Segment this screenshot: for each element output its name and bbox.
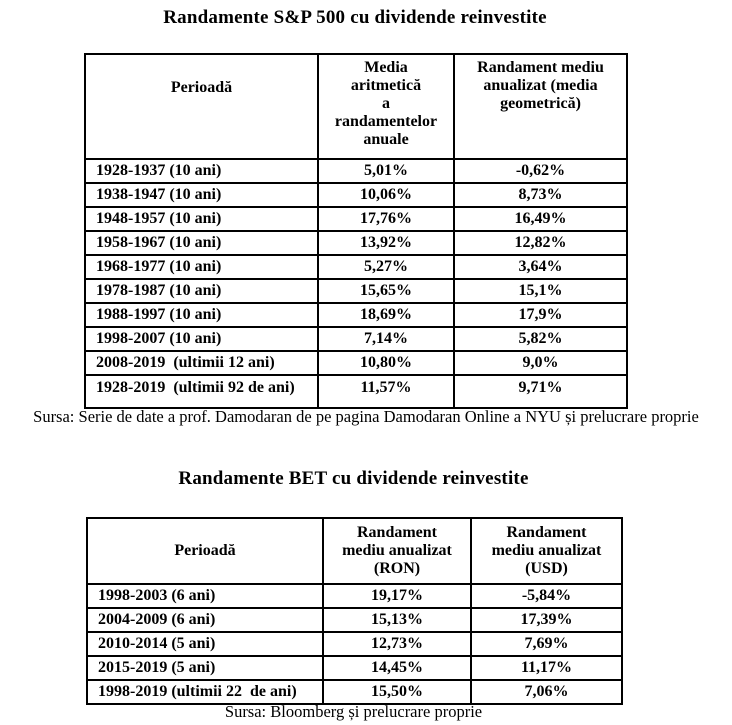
table-row: 1978-1987 (10 ani) 15,65% 15,1%: [84, 278, 628, 304]
sp500-header-period: Perioadă: [84, 53, 319, 160]
arithmetic-value-cell: 11,57%: [317, 374, 455, 409]
period-cell: 2004-2009 (6 ani): [86, 607, 324, 633]
sp500-table-title: Randamente S&P 500 cu dividende reinvest…: [163, 7, 547, 28]
arithmetic-value-cell: 15,65%: [317, 278, 455, 304]
geometric-value-cell: 15,1%: [453, 278, 628, 304]
period-cell: 2008-2019 (ultimii 12 ani): [84, 350, 319, 376]
usd-value-cell: 7,69%: [470, 631, 623, 657]
arithmetic-value-cell: 10,06%: [317, 182, 455, 208]
table-row: 1998-2007 (10 ani) 7,14% 5,82%: [84, 326, 628, 352]
usd-value-cell: 17,39%: [470, 607, 623, 633]
period-cell: 1988-1997 (10 ani): [84, 302, 319, 328]
table-row: 2004-2009 (6 ani) 15,13% 17,39%: [86, 607, 623, 633]
ron-value-cell: 12,73%: [322, 631, 472, 657]
table-row: 1998-2019 (ultimii 22 de ani) 15,50% 7,0…: [86, 679, 623, 705]
geometric-value-cell: 8,73%: [453, 182, 628, 208]
arithmetic-value-cell: 18,69%: [317, 302, 455, 328]
period-cell: 1998-2019 (ultimii 22 de ani): [86, 679, 324, 705]
sp500-source-note: Sursa: Serie de date a prof. Damodaran d…: [33, 407, 699, 426]
geometric-value-cell: 5,82%: [453, 326, 628, 352]
arithmetic-value-cell: 10,80%: [317, 350, 455, 376]
period-cell: 1998-2007 (10 ani): [84, 326, 319, 352]
sp500-table: Perioadă Media aritmetică a randamentelo…: [84, 53, 628, 409]
period-cell: 1928-2019 (ultimii 92 de ani): [84, 374, 319, 409]
table-row: 1948-1957 (10 ani) 17,76% 16,49%: [84, 206, 628, 232]
bet-header-period: Perioadă: [86, 517, 324, 585]
bet-table: Perioadă Randament mediu anualizat (RON)…: [86, 517, 623, 705]
arithmetic-value-cell: 17,76%: [317, 206, 455, 232]
sp500-header-row: Perioadă Media aritmetică a randamentelo…: [84, 53, 628, 160]
period-cell: 2015-2019 (5 ani): [86, 655, 324, 681]
bet-header-row: Perioadă Randament mediu anualizat (RON)…: [86, 517, 623, 585]
table-row: 1968-1977 (10 ani) 5,27% 3,64%: [84, 254, 628, 280]
period-cell: 2010-2014 (5 ani): [86, 631, 324, 657]
geometric-value-cell: 12,82%: [453, 230, 628, 256]
geometric-value-cell: 3,64%: [453, 254, 628, 280]
usd-value-cell: 7,06%: [470, 679, 623, 705]
sp500-header-arithmetic-mean: Media aritmetică a randamentelor anuale: [317, 53, 455, 160]
period-cell: 1968-1977 (10 ani): [84, 254, 319, 280]
table-row: 1938-1947 (10 ani) 10,06% 8,73%: [84, 182, 628, 208]
ron-value-cell: 15,50%: [322, 679, 472, 705]
arithmetic-value-cell: 5,27%: [317, 254, 455, 280]
geometric-value-cell: -0,62%: [453, 158, 628, 184]
ron-value-cell: 15,13%: [322, 607, 472, 633]
bet-header-usd: Randament mediu anualizat (USD): [470, 517, 623, 585]
period-cell: 1998-2003 (6 ani): [86, 583, 324, 609]
geometric-value-cell: 17,9%: [453, 302, 628, 328]
table-row: 2015-2019 (5 ani) 14,45% 11,17%: [86, 655, 623, 681]
table-row: 1958-1967 (10 ani) 13,92% 12,82%: [84, 230, 628, 256]
usd-value-cell: -5,84%: [470, 583, 623, 609]
period-cell: 1948-1957 (10 ani): [84, 206, 319, 232]
period-cell: 1978-1987 (10 ani): [84, 278, 319, 304]
bet-source-note: Sursa: Bloomberg și prelucrare proprie: [224, 702, 483, 721]
geometric-value-cell: 9,71%: [453, 374, 628, 409]
ron-value-cell: 19,17%: [322, 583, 472, 609]
bet-header-ron: Randament mediu anualizat (RON): [322, 517, 472, 585]
table-row: 1928-2019 (ultimii 92 de ani) 11,57% 9,7…: [84, 374, 628, 409]
period-cell: 1958-1967 (10 ani): [84, 230, 319, 256]
usd-value-cell: 11,17%: [470, 655, 623, 681]
table-row: 1998-2003 (6 ani) 19,17% -5,84%: [86, 583, 623, 609]
geometric-value-cell: 9,0%: [453, 350, 628, 376]
table-row: 2008-2019 (ultimii 12 ani) 10,80% 9,0%: [84, 350, 628, 376]
geometric-value-cell: 16,49%: [453, 206, 628, 232]
table-row: 1988-1997 (10 ani) 18,69% 17,9%: [84, 302, 628, 328]
table-row: 2010-2014 (5 ani) 12,73% 7,69%: [86, 631, 623, 657]
ron-value-cell: 14,45%: [322, 655, 472, 681]
table-row: 1928-1937 (10 ani) 5,01% -0,62%: [84, 158, 628, 184]
arithmetic-value-cell: 13,92%: [317, 230, 455, 256]
period-cell: 1928-1937 (10 ani): [84, 158, 319, 184]
bet-table-title: Randamente BET cu dividende reinvestite: [178, 468, 529, 489]
arithmetic-value-cell: 7,14%: [317, 326, 455, 352]
arithmetic-value-cell: 5,01%: [317, 158, 455, 184]
sp500-header-geometric-mean: Randament mediu anualizat (media geometr…: [453, 53, 628, 160]
period-cell: 1938-1947 (10 ani): [84, 182, 319, 208]
